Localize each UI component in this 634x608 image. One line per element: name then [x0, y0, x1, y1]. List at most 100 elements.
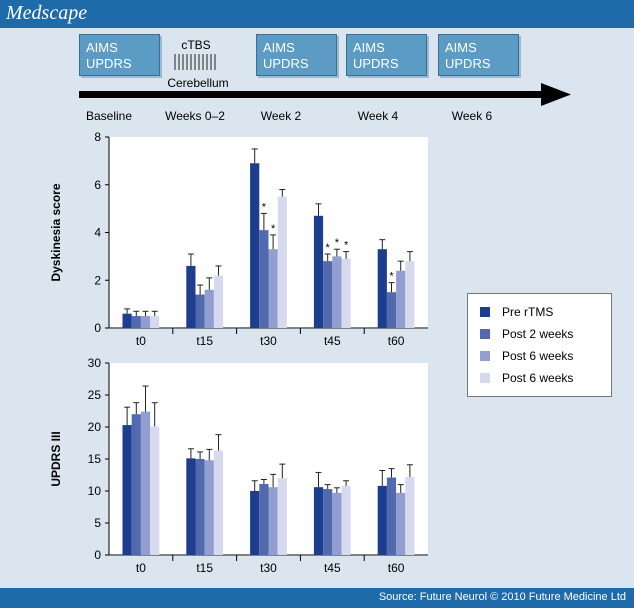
bar-t15-series-4 — [213, 275, 224, 328]
timeline-label-week6: Week 6 — [451, 109, 493, 123]
box-line-updrs: UPDRS — [353, 56, 399, 71]
bar-t45-series-4 — [341, 485, 351, 555]
y-tick-label: 8 — [94, 130, 101, 144]
bar-t45-series-2 — [323, 489, 333, 555]
chart2-plot-area — [109, 363, 428, 556]
x-tick-label: t0 — [136, 561, 146, 575]
box-line-aims: AIMS — [353, 40, 385, 55]
timeline-label-baseline: Baseline — [85, 109, 133, 123]
bar-t60-series-1 — [377, 485, 387, 555]
bar-t30-series-1 — [250, 163, 260, 328]
x-tick-label: t30 — [260, 334, 277, 348]
timepoint-box-baseline: AIMS UPDRS — [79, 34, 160, 76]
bar-t60-series-3 — [396, 492, 406, 555]
bar-t0-series-2 — [131, 316, 141, 328]
bar-t60-series-3 — [396, 270, 406, 328]
y-tick-label: 20 — [88, 420, 102, 434]
bar-t60-series-1 — [377, 249, 387, 328]
timeline-label-weeks-0-2: Weeks 0–2 — [165, 109, 225, 123]
significance-marker: * — [335, 237, 340, 249]
y-tick-label: 6 — [94, 178, 101, 192]
source-credit: Source: Future Neurol © 2010 Future Medi… — [378, 591, 626, 603]
chart1-plot-area — [109, 137, 428, 329]
x-tick-label: t45 — [324, 334, 341, 348]
significance-marker: * — [271, 223, 276, 235]
legend-label: Post 6 weeks — [502, 371, 574, 385]
bar-t0-series-3 — [140, 316, 151, 328]
box-line-updrs: UPDRS — [86, 56, 132, 71]
bar-t30-series-1 — [250, 491, 260, 555]
bar-t60-series-4 — [405, 261, 415, 328]
y-tick-label: 25 — [88, 388, 102, 402]
y-axis-title: UPDRS III — [49, 431, 63, 486]
bar-t45-series-1 — [313, 487, 324, 555]
legend-label: Pre rTMS — [502, 305, 554, 319]
timepoint-box-week6: AIMS UPDRS — [438, 34, 519, 76]
y-tick-label: 30 — [88, 356, 102, 370]
box-line-aims: AIMS — [445, 40, 477, 55]
timeline-arrow — [79, 83, 571, 106]
stimulation-label: cTBS — [181, 38, 211, 52]
significance-marker: * — [262, 201, 267, 213]
legend: Pre rTMS Post 2 weeks Post 6 weeks Post … — [467, 293, 612, 397]
timeline-label-week4: Week 4 — [357, 109, 399, 123]
timepoint-box-week4: AIMS UPDRS — [346, 34, 427, 76]
x-tick-label: t60 — [388, 561, 405, 575]
bar-t15-series-3 — [204, 460, 214, 555]
bar-t30-series-2 — [259, 483, 269, 555]
bar-t30-series-2 — [259, 230, 269, 328]
bar-t0-series-3 — [140, 411, 151, 555]
dyskinesia-chart: 0 2 4 6 8 Dyskinesia score t0 t15 t30 * * t45 * * * t60… — [49, 130, 428, 348]
bar-t0-series-4 — [150, 316, 160, 328]
y-tick-label: 0 — [94, 321, 101, 335]
bar-t0-series-4 — [150, 426, 160, 555]
bar-t60-series-2 — [386, 477, 397, 555]
y-tick-label: 15 — [88, 452, 102, 466]
box-line-aims: AIMS — [86, 40, 118, 55]
y-tick-label: 5 — [94, 516, 101, 530]
y-tick-label: 10 — [88, 484, 102, 498]
bar-t15-series-3 — [204, 289, 214, 328]
bar-t15-series-1 — [186, 265, 196, 328]
header-bar: Medscape — [0, 0, 634, 28]
y-tick-label: 4 — [94, 226, 101, 240]
bar-t30-series-3 — [268, 249, 278, 328]
bar-t45-series-3 — [332, 492, 342, 555]
bar-t15-series-2 — [195, 294, 205, 328]
bar-t30-series-4 — [277, 478, 287, 555]
y-axis-title: Dyskinesia score — [49, 183, 63, 281]
y-tick-label: 0 — [94, 548, 101, 562]
legend-swatch — [480, 351, 490, 361]
legend-label: Post 6 weeks — [502, 349, 574, 363]
footer-bar: Source: Future Neurol © 2010 Future Medi… — [0, 588, 634, 608]
bar-t30-series-4 — [277, 196, 287, 328]
bar-t0-series-1 — [122, 313, 132, 328]
legend-swatch — [480, 307, 490, 317]
bar-t60-series-4 — [405, 476, 415, 555]
bar-t15-series-4 — [213, 450, 224, 555]
significance-marker: * — [326, 242, 331, 254]
bar-t60-series-2 — [386, 292, 397, 328]
box-line-updrs: UPDRS — [445, 56, 491, 71]
bar-t15-series-1 — [186, 458, 196, 555]
bar-t0-series-1 — [122, 425, 132, 555]
bar-t45-series-3 — [332, 256, 342, 328]
x-tick-label: t45 — [324, 561, 341, 575]
bar-t45-series-1 — [313, 215, 324, 328]
bar-t45-series-4 — [341, 258, 351, 328]
legend-swatch — [480, 373, 490, 383]
significance-marker: * — [344, 240, 349, 252]
stimulation-target-label: Cerebellum — [167, 76, 229, 90]
box-line-aims: AIMS — [263, 40, 295, 55]
bar-t30-series-3 — [268, 487, 278, 555]
box-line-updrs: UPDRS — [263, 56, 309, 71]
x-tick-label: t15 — [196, 561, 213, 575]
x-tick-label: t60 — [388, 334, 405, 348]
updrs-chart: 0 5 10 15 20 25 30 UPDRS III t0 t15 t30 t45 t60 — [49, 356, 428, 575]
x-tick-label: t15 — [196, 334, 213, 348]
x-tick-label: t30 — [260, 561, 277, 575]
bar-t15-series-2 — [195, 459, 205, 555]
y-tick-label: 2 — [94, 273, 101, 287]
timepoint-box-week2: AIMS UPDRS — [256, 34, 337, 76]
medscape-logo[interactable]: Medscape — [6, 2, 88, 24]
